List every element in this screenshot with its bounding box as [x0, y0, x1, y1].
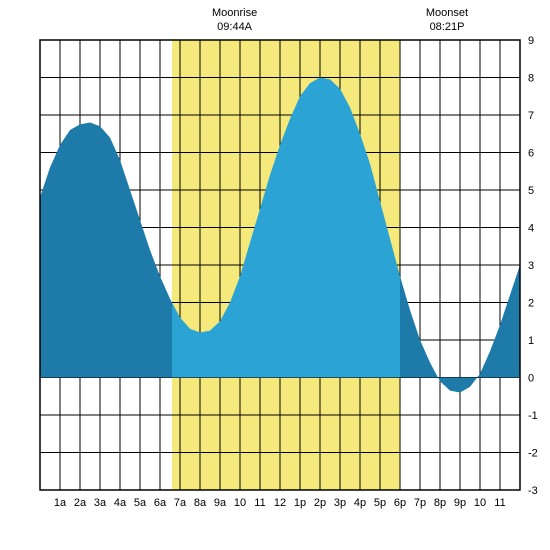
x-tick-label: 4a: [114, 497, 127, 509]
moonrise-time: 09:44A: [217, 21, 253, 33]
x-tick-label: 2p: [314, 497, 326, 509]
x-tick-label: 4p: [354, 497, 366, 509]
x-tick-label: 6p: [394, 497, 406, 509]
x-tick-label: 6a: [154, 497, 167, 509]
y-tick-label: 6: [528, 148, 534, 160]
x-tick-label: 11: [254, 497, 265, 509]
moonset-label: Moonset: [426, 7, 468, 19]
moonset-time: 08:21P: [430, 21, 465, 33]
y-tick-label: -1: [528, 410, 538, 422]
y-tick-label: -2: [528, 448, 538, 460]
moonrise-label: Moonrise: [212, 7, 257, 19]
y-tick-label: 2: [528, 298, 534, 310]
x-tick-label: 11: [494, 497, 505, 509]
y-tick-label: 9: [528, 35, 534, 47]
x-tick-label: 5a: [134, 497, 147, 509]
y-tick-label: 8: [528, 73, 534, 85]
y-tick-label: 0: [528, 373, 534, 385]
y-tick-label: 5: [528, 185, 534, 197]
x-tick-label: 9a: [214, 497, 227, 509]
x-tick-label: 1p: [294, 497, 306, 509]
tide-area-predawn: [40, 123, 172, 378]
x-tick-label: 7p: [414, 497, 426, 509]
y-tick-label: -3: [528, 485, 538, 497]
x-tick-label: 10: [234, 497, 246, 509]
x-tick-label: 10: [474, 497, 486, 509]
chart-svg: 1a2a3a4a5a6a7a8a9a1011121p2p3p4p5p6p7p8p…: [0, 0, 550, 550]
y-tick-label: 3: [528, 260, 534, 272]
x-tick-label: 9p: [454, 497, 466, 509]
x-tick-label: 2a: [74, 497, 87, 509]
y-tick-label: 4: [528, 223, 534, 235]
y-tick-label: 1: [528, 335, 534, 347]
x-tick-label: 1a: [54, 497, 67, 509]
y-tick-label: 7: [528, 110, 534, 122]
x-tick-label: 12: [274, 497, 286, 509]
tide-chart: 1a2a3a4a5a6a7a8a9a1011121p2p3p4p5p6p7p8p…: [0, 0, 550, 550]
x-tick-label: 3p: [334, 497, 346, 509]
x-tick-label: 7a: [174, 497, 187, 509]
x-tick-label: 5p: [374, 497, 386, 509]
x-tick-label: 3a: [94, 497, 107, 509]
x-tick-label: 8p: [434, 497, 446, 509]
x-tick-label: 8a: [194, 497, 207, 509]
